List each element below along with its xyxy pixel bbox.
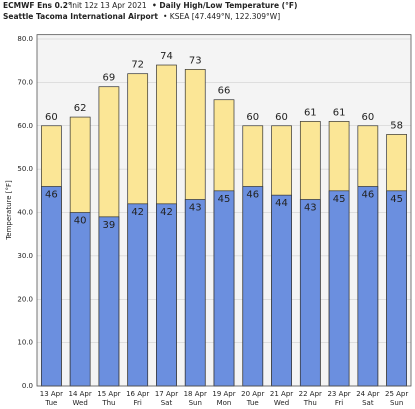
low-label: 45: [390, 194, 403, 205]
x-tick-label: 14 Apr: [69, 390, 92, 398]
x-tick-sublabel: Tue: [246, 399, 259, 407]
x-tick-label: 21 Apr: [270, 390, 293, 398]
high-label: 69: [103, 73, 116, 84]
x-tick-label: 17 Apr: [155, 390, 178, 398]
x-tick-sublabel: Wed: [274, 399, 289, 407]
high-label: 60: [45, 112, 58, 123]
low-label: 45: [218, 194, 231, 205]
y-tick-label: 20.0: [17, 295, 33, 303]
x-tick-label: 15 Apr: [97, 390, 120, 398]
high-label: 58: [390, 120, 403, 131]
y-tick-label: 40.0: [17, 209, 33, 217]
low-bar: [299, 199, 321, 387]
chart-title: ECMWF Ens 0.2°: [3, 1, 72, 10]
x-tick-label: 13 Apr: [40, 390, 63, 398]
high-label: 61: [304, 107, 317, 118]
x-tick-sublabel: Sat: [362, 399, 374, 407]
y-tick-label: 80.0: [17, 35, 33, 43]
low-label: 43: [304, 202, 317, 213]
x-tick-label: 18 Apr: [184, 390, 207, 398]
x-tick-label: 24 Apr: [356, 390, 379, 398]
x-tick-sublabel: Fri: [335, 399, 343, 407]
x-tick-label: 23 Apr: [327, 390, 350, 398]
low-bar: [98, 216, 120, 387]
x-tick-label: 16 Apr: [126, 390, 149, 398]
y-tick-label: 30.0: [17, 252, 33, 260]
low-label: 42: [131, 207, 144, 218]
y-tick-label: 10.0: [17, 339, 33, 347]
high-label: 61: [333, 107, 346, 118]
x-tick-sublabel: Sat: [161, 399, 173, 407]
low-label: 40: [74, 216, 87, 227]
x-tick-sublabel: Fri: [134, 399, 142, 407]
high-label: 60: [246, 112, 259, 123]
low-bar: [242, 186, 264, 387]
chart-title-detail: • Daily High/Low Temperature (°F): [152, 1, 297, 10]
high-label: 73: [189, 55, 202, 66]
location: Seattle Tacoma International Airport: [3, 12, 158, 21]
high-label: 62: [74, 103, 87, 114]
x-tick-label: 20 Apr: [241, 390, 264, 398]
x-tick-sublabel: Sun: [189, 399, 202, 407]
low-label: 43: [189, 202, 202, 213]
low-bar: [357, 186, 379, 387]
high-label: 74: [160, 51, 173, 62]
chart-subtitle: Init 12z 13 Apr 2021: [70, 1, 147, 10]
low-bar: [271, 194, 292, 387]
high-label: 60: [275, 112, 288, 123]
low-label: 39: [103, 220, 116, 231]
low-label: 44: [275, 198, 288, 209]
low-bar: [184, 199, 206, 387]
x-tick-sublabel: Mon: [217, 399, 232, 407]
y-tick-label: 60.0: [17, 122, 33, 130]
low-label: 46: [361, 189, 374, 200]
low-bar: [328, 190, 350, 387]
low-bar: [156, 203, 177, 387]
low-bar: [41, 186, 62, 387]
low-label: 42: [160, 207, 173, 218]
y-axis-label: Temperature [°F]: [5, 180, 13, 241]
low-bar: [127, 203, 149, 387]
high-label: 60: [361, 112, 374, 123]
low-bar: [69, 212, 91, 387]
x-tick-label: 22 Apr: [299, 390, 322, 398]
plot-frame: [36, 34, 412, 387]
low-label: 46: [246, 189, 259, 200]
low-bar: [213, 190, 235, 387]
x-tick-sublabel: Wed: [73, 399, 88, 407]
low-label: 46: [45, 189, 58, 200]
y-tick-label: 0.0: [22, 382, 33, 390]
low-bar: [386, 190, 407, 387]
high-label: 66: [218, 86, 231, 97]
low-label: 45: [333, 194, 346, 205]
x-tick-sublabel: Sun: [390, 399, 403, 407]
x-tick-sublabel: Tue: [44, 399, 57, 407]
x-tick-label: 19 Apr: [212, 390, 235, 398]
y-tick-label: 70.0: [17, 78, 33, 86]
y-tick-label: 50.0: [17, 165, 33, 173]
x-tick-sublabel: Thu: [101, 399, 115, 407]
x-tick-label: 25 Apr: [385, 390, 408, 398]
location-detail: • KSEA [47.449°N, 122.309°W]: [163, 12, 280, 21]
high-label: 72: [131, 60, 144, 71]
x-tick-sublabel: Thu: [303, 399, 317, 407]
